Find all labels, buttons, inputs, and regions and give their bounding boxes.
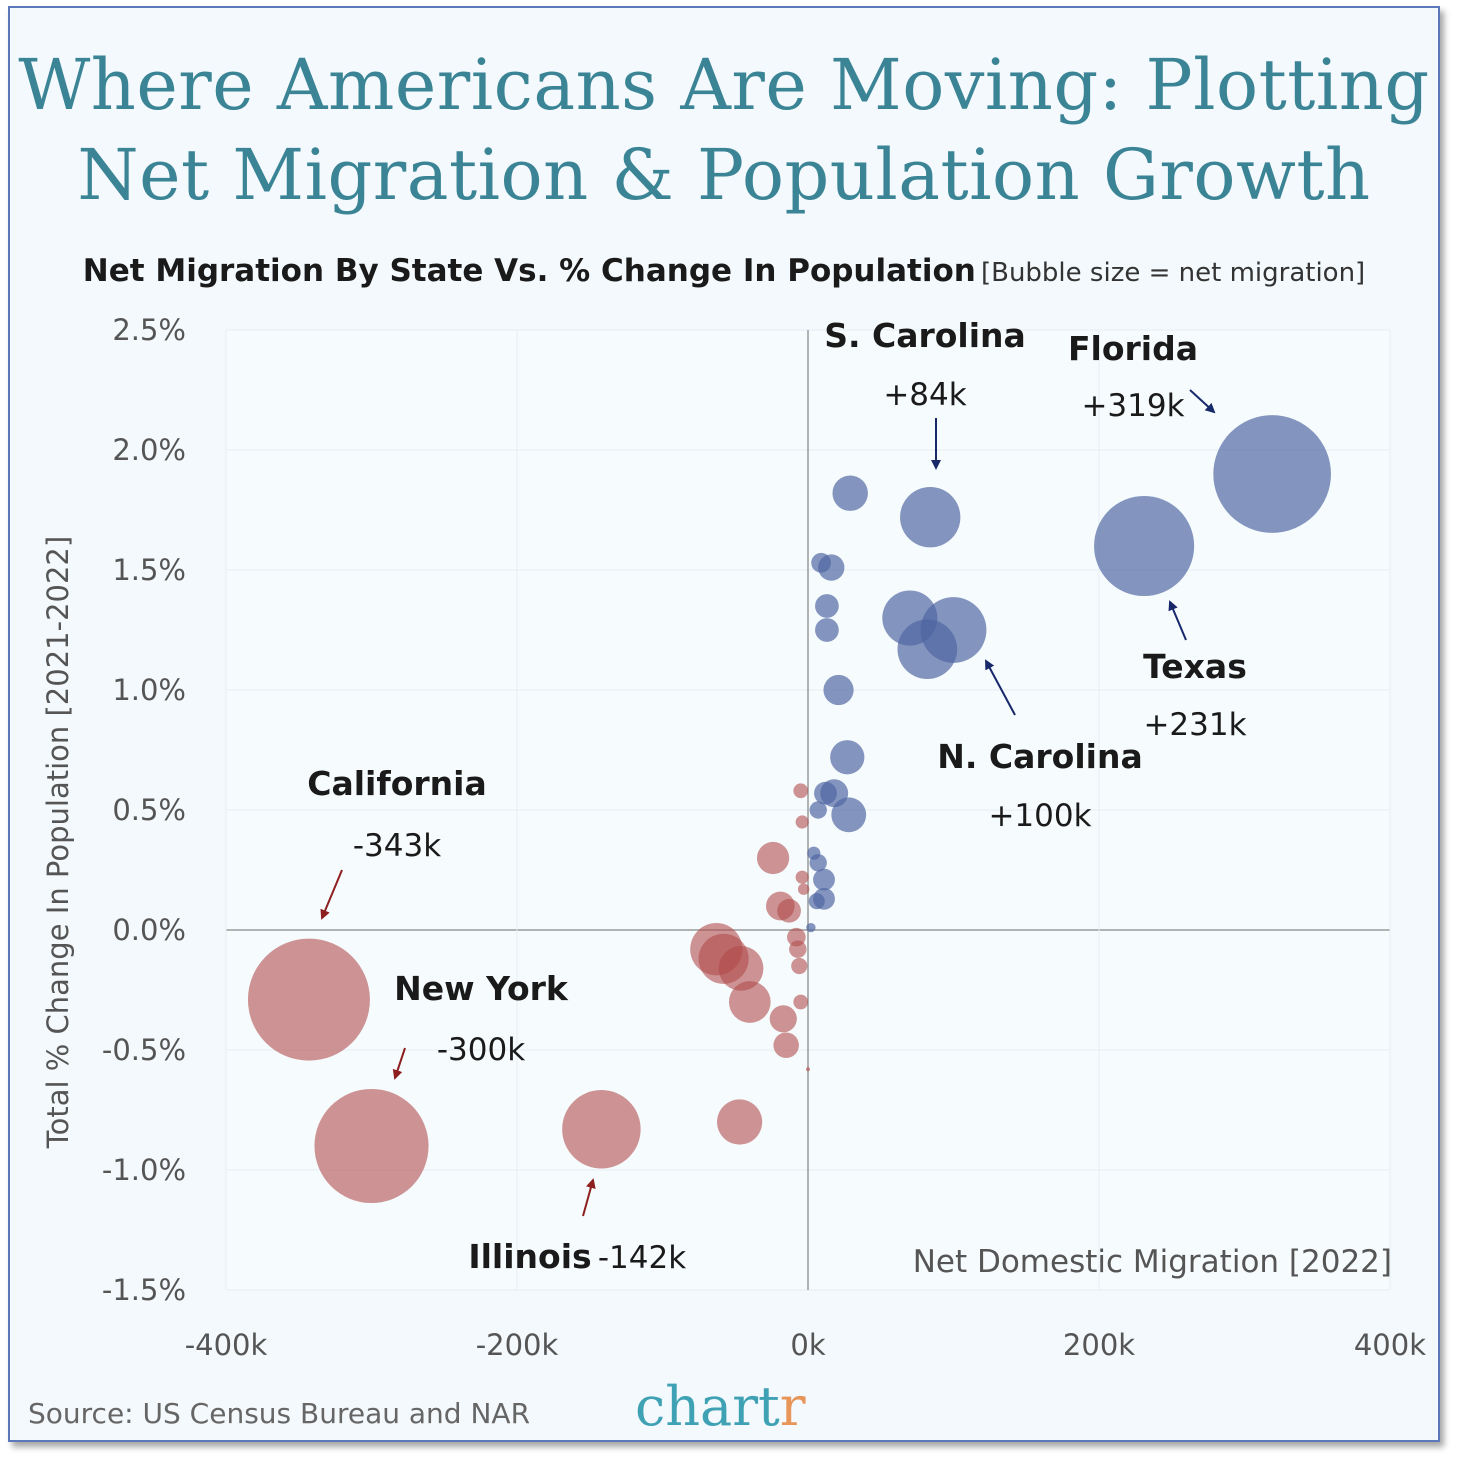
bubble (806, 922, 816, 933)
bubble-texas (1094, 495, 1195, 597)
bubble (830, 740, 865, 775)
bubble (814, 781, 837, 805)
arrow-california (320, 869, 343, 920)
source-note: Source: US Census Bureau and NAR (28, 1397, 531, 1430)
x-tick-label: 200k (1063, 1328, 1135, 1362)
y-tick-label: 1.0% (112, 673, 186, 707)
bubble (808, 893, 825, 910)
bubble (793, 783, 809, 799)
y-tick-label: -0.5% (102, 1033, 186, 1067)
label-california: California (307, 764, 487, 803)
bubble (769, 1005, 797, 1033)
label-texas: Texas (1143, 647, 1247, 686)
bubble (773, 1032, 799, 1058)
y-axis-label: Total % Change In Population [2021-2022] (41, 536, 75, 1149)
value-s-carolina: +84k (883, 377, 966, 413)
subtitle-main: Net Migration By State Vs. % Change In P… (82, 253, 976, 289)
bubble (815, 594, 839, 618)
bubble (823, 674, 854, 706)
bubble (815, 618, 839, 642)
y-tick-label: 0.5% (112, 793, 186, 827)
brand-main: chart (635, 1375, 780, 1438)
y-tick-label: -1.0% (102, 1153, 186, 1187)
arrow-illinois (582, 1178, 596, 1217)
value-florida: +319k (1081, 388, 1184, 424)
bubble (831, 797, 867, 833)
bubble-s-carolina (900, 487, 961, 548)
bubbles (247, 415, 1331, 1204)
bubble (807, 846, 821, 860)
bubble (806, 1067, 810, 1072)
x-tick-label: -400k (185, 1328, 268, 1362)
bubble-illinois (562, 1089, 641, 1169)
chart-subtitle: Net Migration By State Vs. % Change In P… (10, 253, 1438, 289)
bubble (797, 883, 810, 895)
bubble-florida (1213, 415, 1331, 533)
label-florida: Florida (1068, 329, 1198, 368)
value-illinois: -142k (598, 1240, 686, 1276)
value-california: -343k (353, 828, 441, 864)
brand-logo: chartr (635, 1375, 806, 1438)
bubble (832, 475, 868, 511)
bubble (795, 870, 809, 884)
bubble (813, 868, 835, 891)
value-n-carolina: +100k (988, 798, 1091, 834)
arrow-texas (1168, 600, 1187, 641)
y-tick-label: -1.5% (102, 1273, 186, 1307)
arrow-florida (1189, 389, 1216, 414)
x-tick-label: 400k (1354, 1328, 1426, 1362)
label-n-carolina: N. Carolina (937, 737, 1142, 776)
bubble-california (247, 938, 370, 1061)
label-illinois: Illinois (468, 1237, 591, 1276)
title-line-1: Where Americans Are Moving: Plotting (18, 44, 1430, 126)
y-tick-label: 1.5% (112, 553, 186, 587)
label-new-york: New York (394, 969, 569, 1008)
title-line-2: Net Migration & Population Growth (77, 134, 1371, 216)
subtitle-note: [Bubble size = net migration] (980, 258, 1366, 288)
bubble (728, 981, 771, 1023)
arrow-n-carolina (985, 659, 1016, 716)
bubble (789, 940, 807, 958)
bubble (717, 1099, 763, 1145)
bubble (756, 841, 790, 875)
bubble (791, 957, 808, 975)
brand-accent: r (779, 1375, 806, 1438)
y-tick-label: 2.0% (112, 433, 186, 467)
annotations: S. Carolina +84k Florida +319k Texas +231kN. … (307, 316, 1247, 1276)
bubble (718, 946, 764, 991)
arrow-new-york (392, 1047, 406, 1080)
axes: 2.5% 2.0% 1.5% 1.0% 0.5% 0.0% -0.5% -1.0% -1.5% -… (41, 313, 1426, 1362)
x-axis-label: Net Domestic Migration [2022] (913, 1244, 1392, 1280)
y-tick-label: 0.0% (112, 913, 186, 947)
bubble (882, 590, 938, 646)
x-tick-label: -200k (476, 1328, 559, 1362)
bubble (811, 552, 831, 573)
bubble (795, 815, 809, 829)
value-new-york: -300k (437, 1032, 525, 1068)
bubble (777, 898, 801, 923)
y-tick-label: 2.5% (112, 313, 186, 347)
value-texas: +231k (1143, 707, 1246, 743)
bubble-new-york (314, 1088, 429, 1204)
x-tick-label: 0k (790, 1328, 825, 1362)
bubble (809, 801, 827, 819)
page-title: Where Americans Are Moving: Plotting Net… (10, 40, 1438, 220)
bubble (793, 994, 809, 1010)
label-s-carolina: S. Carolina (824, 316, 1026, 355)
